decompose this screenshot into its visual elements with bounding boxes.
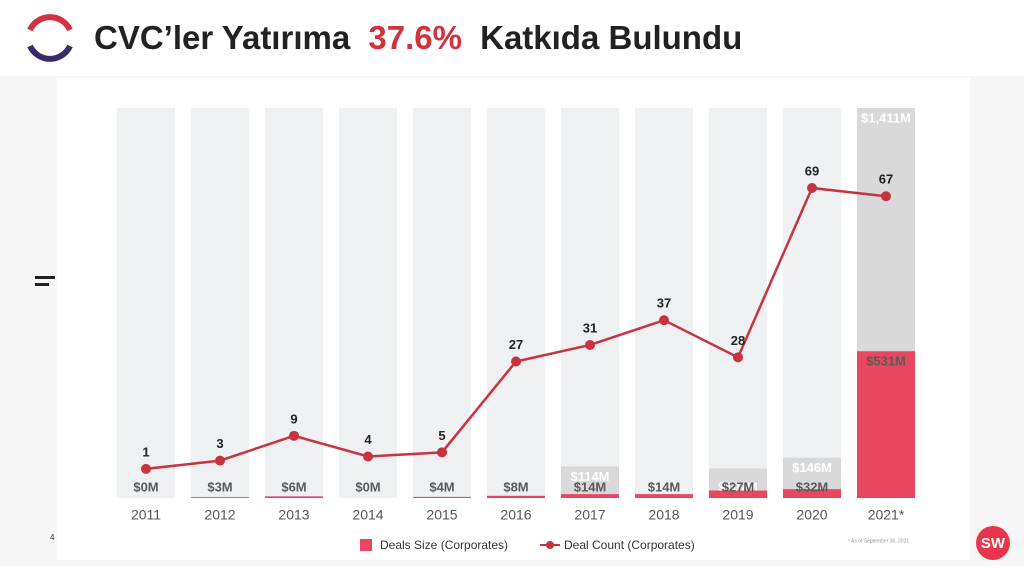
x-tick-label: 2018 [648,507,679,523]
bar-value-label: $32M [796,479,829,494]
point-value-label: 69 [805,163,819,178]
line-point [881,191,891,202]
line-point [363,451,373,462]
logo-mark [27,14,73,62]
bar-value-label: $0M [133,479,158,494]
line-point [215,455,225,466]
line-point [659,315,669,326]
bar-value-label: $6M [281,479,306,494]
bar-value-label: $0M [355,479,380,494]
bar [635,494,693,498]
bar [709,490,767,498]
column-background [413,108,471,498]
bar-value-label: $3M [207,479,232,494]
column-background [339,108,397,498]
legend-swatch-point [546,541,554,549]
logo-text: SW [981,535,1006,552]
column-background [487,108,545,498]
legend: Deals Size (Corporates) Deal Count (Corpo… [360,538,695,552]
line-point [585,339,595,350]
title-end: Katkıda Bulundu [480,19,742,56]
x-tick-label: 2019 [722,507,753,523]
x-tick-label: 2011 [131,507,161,523]
bar [487,495,545,498]
logo-arc-top [27,14,73,32]
point-value-label: 37 [657,296,671,311]
point-value-label: 4 [364,432,372,447]
point-value-label: 1 [142,444,149,459]
x-tick-label: 2017 [574,507,605,523]
legend-swatch [360,539,372,551]
line-point [437,447,447,458]
title-start: CVC’ler Yatırıma [94,19,351,56]
bar-value-label: $1,411M [861,110,911,125]
x-tick-label: 2021* [868,507,905,523]
bar [857,351,915,498]
legend-label: Deals Size (Corporates) [380,538,508,552]
bar-value-label: $4M [429,479,454,494]
bar-value-label: $14M [574,479,607,494]
line-point [511,356,521,367]
line-point [141,463,151,474]
bar [783,489,841,498]
point-value-label: 31 [583,320,597,335]
x-tick-label: 2012 [204,507,235,523]
bar-value-label: $8M [503,479,528,494]
x-tick-label: 2016 [500,507,531,523]
page-number: 4 [50,533,55,542]
bar-value-label: $27M [722,479,755,494]
plot: 2011 2012 2013 2014 2015 2016 2017 2018 2019 2020… [117,108,915,523]
x-tick-label: 2014 [352,507,383,523]
column-background [561,108,619,498]
bar [561,466,619,498]
x-tick-label: 2013 [278,507,309,523]
bar-value-label: $114M [570,469,609,484]
column-background [783,108,841,498]
x-tick-label: 2015 [426,507,457,523]
menu-line [35,276,55,279]
point-value-label: 9 [290,411,297,426]
logo-badge [976,526,1010,560]
bar [265,496,323,498]
legend-label: Deal Count (Corporates) [564,538,695,552]
bar-value-label: $531M [866,354,906,369]
bar [413,496,471,498]
point-value-label: 5 [438,428,445,443]
x-tick-label: 2020 [796,507,827,523]
column-background [709,108,767,498]
bar-value-label: $14M [648,479,681,494]
title: CVC’ler Yatırıma 37.6% Katkıda Bulundu [94,19,742,56]
title-highlight: 37.6% [368,19,462,56]
line-point [733,352,743,363]
footnote: * As of September 30, 2021 [848,538,909,544]
column-background [117,108,175,498]
point-value-label: 3 [216,436,223,451]
logo-arc-bottom [27,44,73,62]
point-value-label: 67 [879,172,893,187]
point-value-label: 28 [731,333,745,348]
line-point [807,183,817,193]
bar-value-label: $146M [792,460,832,475]
header-band [0,0,1024,76]
point-value-label: 27 [509,337,523,352]
column-background [635,108,693,498]
line-point [289,430,299,441]
bar [191,497,249,498]
column-background [191,108,249,498]
menu-line [35,283,49,286]
bar [561,494,619,498]
